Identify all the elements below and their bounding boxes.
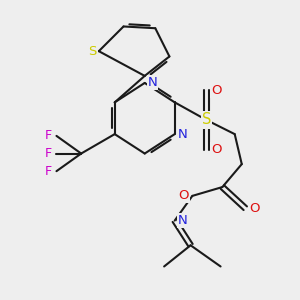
Text: F: F: [45, 129, 52, 142]
Text: O: O: [211, 143, 222, 157]
Text: F: F: [45, 165, 52, 178]
Text: S: S: [202, 112, 211, 128]
Text: O: O: [211, 83, 222, 97]
Text: N: N: [178, 214, 187, 227]
Text: N: N: [178, 128, 187, 141]
Text: S: S: [88, 45, 97, 58]
Text: N: N: [148, 76, 157, 89]
Text: O: O: [178, 189, 189, 203]
Text: O: O: [249, 202, 260, 215]
Text: F: F: [45, 147, 52, 160]
